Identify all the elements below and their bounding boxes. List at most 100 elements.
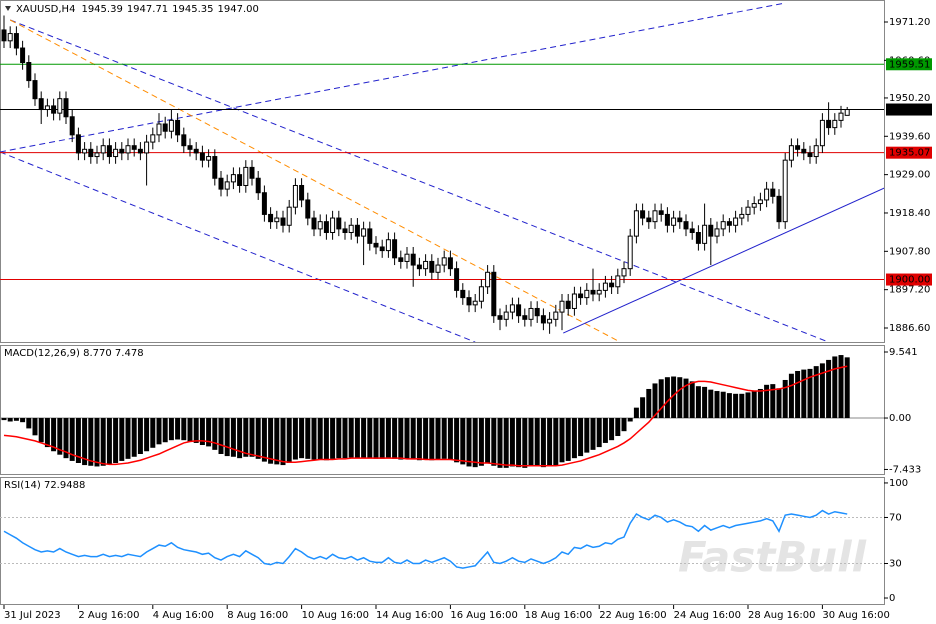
candle-body <box>695 232 701 244</box>
macd-bar <box>168 418 174 441</box>
candle-body <box>757 199 763 205</box>
macd-bar <box>447 418 453 460</box>
candle-body <box>578 293 584 299</box>
candle-body <box>683 221 689 230</box>
macd-bar <box>181 418 187 441</box>
candle-body <box>819 119 825 147</box>
macd-bar <box>714 391 720 419</box>
macd-bar <box>100 418 106 466</box>
macd-bar <box>832 356 838 419</box>
macd-bar <box>113 418 119 463</box>
macd-bar <box>633 407 639 419</box>
macd-bar <box>776 388 782 419</box>
candle-body <box>354 224 360 237</box>
macd-bar <box>503 418 509 468</box>
candle-body <box>7 33 13 42</box>
candle-body <box>646 217 652 223</box>
candle-body <box>838 112 844 121</box>
symbol-icon <box>5 6 11 11</box>
macd-bar <box>274 418 280 465</box>
macd-bar <box>720 391 726 419</box>
candle-body <box>305 199 311 219</box>
candle-body <box>788 145 794 161</box>
macd-bar <box>373 418 379 459</box>
macd-bar <box>212 418 218 450</box>
x-tick-label: 30 Aug 16:00 <box>822 610 889 621</box>
macd-bar <box>82 418 88 466</box>
y-tick-label: 1929.00 <box>889 170 930 181</box>
macd-bar <box>286 418 292 463</box>
candle-body <box>69 116 75 136</box>
macd-bar <box>423 418 429 460</box>
price-level-label: 1947.00 <box>889 105 930 116</box>
macd-bar <box>162 418 168 443</box>
candle-body <box>187 145 193 150</box>
macd-bar <box>764 384 770 419</box>
x-tick-label: 22 Aug 16:00 <box>599 610 666 621</box>
candle-body <box>156 123 162 136</box>
x-tick-label: 28 Aug 16:00 <box>748 610 815 621</box>
candle-body <box>733 217 739 226</box>
y-tick-label: 70 <box>889 512 902 523</box>
candle-body <box>175 119 181 136</box>
candle-body <box>633 210 639 237</box>
axes: 1971.201960.601950.201939.601929.001918.… <box>3 17 932 621</box>
macd-bar <box>708 389 714 419</box>
candle-body <box>596 289 602 295</box>
candle-body <box>113 148 119 158</box>
rsi-panel-frame <box>0 477 885 605</box>
macd-bar <box>571 418 577 459</box>
trendline <box>0 2 786 153</box>
y-tick-label: 1897.20 <box>889 285 930 296</box>
macd-bar <box>838 355 844 419</box>
candle-body <box>26 62 32 82</box>
macd-bar <box>125 418 131 459</box>
macd-bar <box>367 418 373 459</box>
symbol: XAUUSD,H4 <box>16 4 75 15</box>
candle-body <box>553 311 559 320</box>
macd-bar <box>224 418 230 457</box>
macd-bar <box>429 418 435 461</box>
macd-bar <box>292 418 298 460</box>
candle-body <box>844 109 850 116</box>
candle-body <box>385 239 391 252</box>
macd-bar <box>671 376 677 419</box>
trendline <box>9 19 621 342</box>
macd-bar <box>13 418 19 421</box>
macd-bar <box>193 418 199 443</box>
candle-body <box>119 148 125 154</box>
candle-body <box>528 307 534 320</box>
macd-bar <box>150 418 156 448</box>
macd-bar <box>323 418 329 461</box>
macd-bar <box>485 418 491 463</box>
candle-body <box>640 210 646 219</box>
macd-bar <box>119 418 125 461</box>
macd-bar <box>646 388 652 419</box>
price-level-box <box>886 103 932 116</box>
rsi-title: RSI(14) 72.9488 <box>4 480 85 491</box>
trendline <box>0 151 476 342</box>
macd-bar <box>243 418 249 457</box>
price-level-box <box>886 58 932 71</box>
macd-bar <box>199 418 205 446</box>
macd-bar <box>26 418 32 429</box>
trendline <box>10 19 829 342</box>
macd-bar <box>733 393 739 419</box>
candle-body <box>565 300 571 309</box>
macd-bar <box>497 418 503 468</box>
candle-body <box>13 33 19 49</box>
candle-body <box>106 145 112 158</box>
price-level-label: 1959.51 <box>889 59 930 70</box>
macd-bar <box>757 388 763 419</box>
candle-body <box>63 98 69 118</box>
candle-body <box>330 217 336 234</box>
candle-body <box>627 235 633 270</box>
candle-body <box>472 300 478 306</box>
macd-bar <box>20 418 26 423</box>
macd-bar <box>689 381 695 419</box>
macd-bar <box>88 418 94 466</box>
macd-bar <box>509 418 515 467</box>
y-tick-label: 1907.80 <box>889 246 930 257</box>
candle-body <box>125 145 131 154</box>
main-plot <box>0 2 884 342</box>
